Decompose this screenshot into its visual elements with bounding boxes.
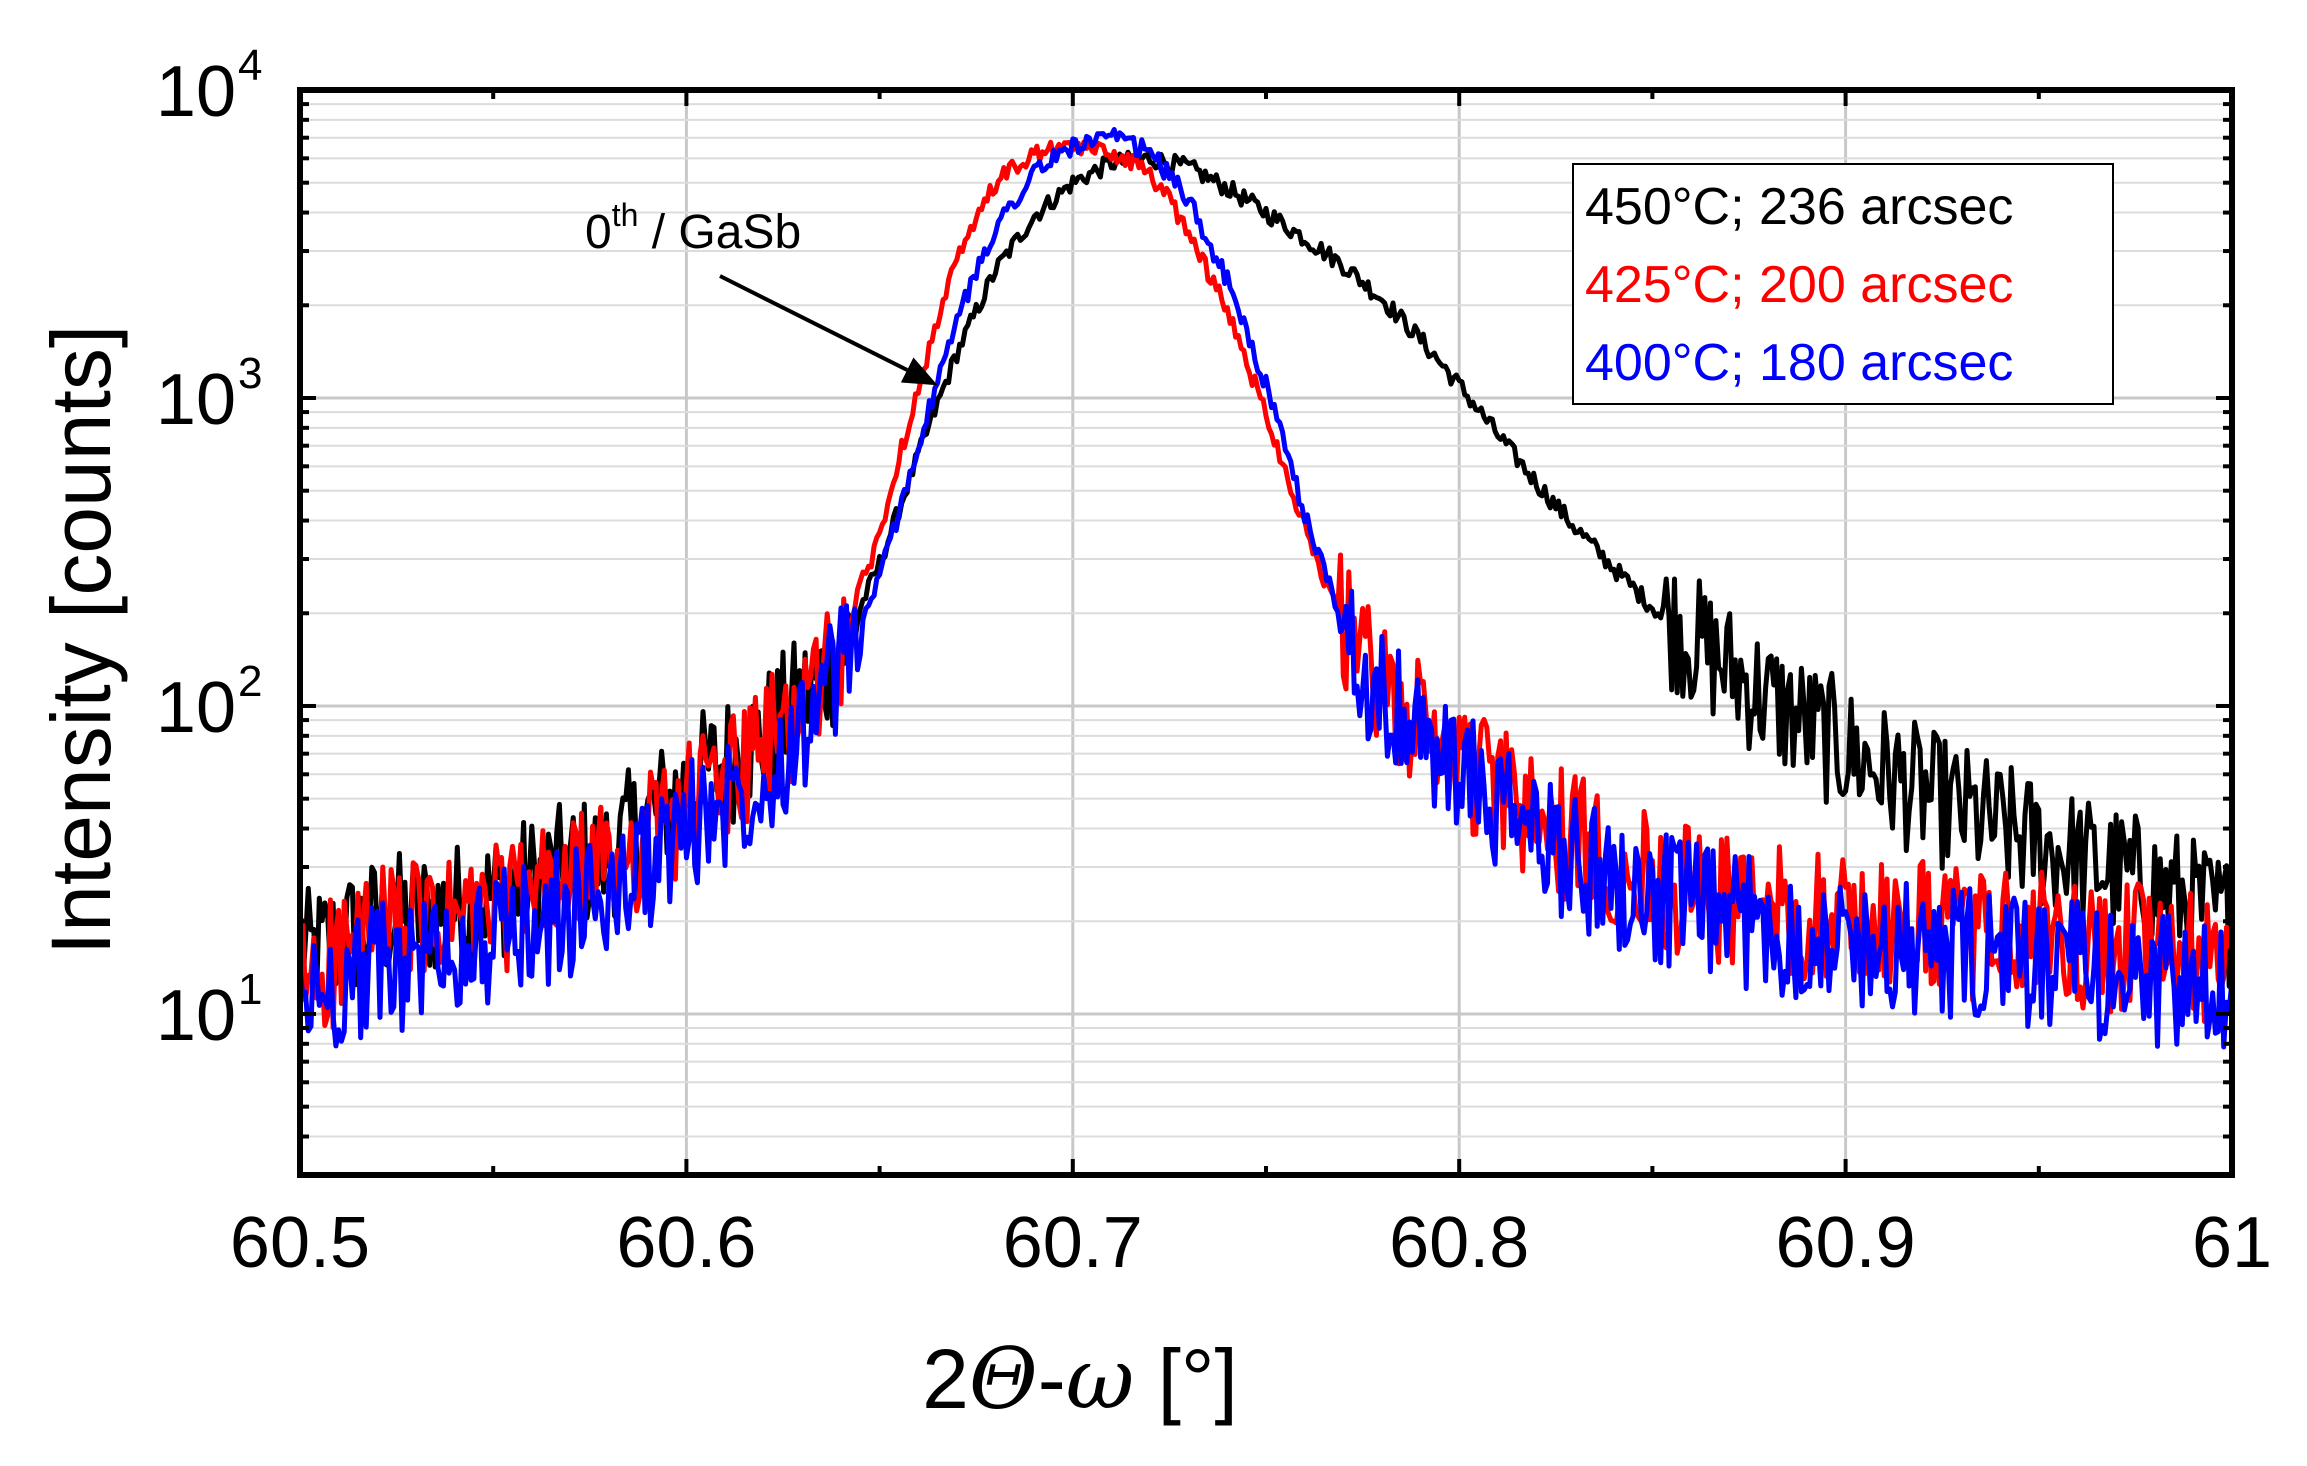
- x-axis-title-theta: Θ: [969, 1330, 1038, 1428]
- annotation-rest: / GaSb: [638, 206, 801, 259]
- x-axis-title: 2Θ-ω [°]: [922, 1330, 1238, 1428]
- series-line-2: [297, 127, 2235, 1050]
- legend: 450°C; 236 arcsec 425°C; 200 arcsec 400°…: [1572, 163, 2114, 405]
- y-tick-label: 10: [156, 976, 236, 1056]
- x-tick-label: 60.6: [616, 1203, 756, 1283]
- annotation-base: 0: [585, 206, 612, 259]
- annotation-arrow-head: [900, 357, 938, 386]
- x-axis-title-omega: ω: [1066, 1330, 1135, 1428]
- annotation-0th-gasb: 0th / GaSb: [585, 197, 938, 386]
- tick-layer: [298, 88, 2234, 1177]
- x-axis-title-dash: -: [1038, 1332, 1066, 1426]
- y-tick-label-exponent: 3: [238, 349, 262, 398]
- x-tick-label: 61: [2192, 1203, 2272, 1283]
- x-axis-title-prefix: 2: [922, 1332, 969, 1426]
- series-line-0: [297, 149, 2234, 999]
- y-tick-label: 10: [156, 360, 236, 440]
- y-tick-label-exponent: 2: [238, 657, 262, 706]
- annotation-sup: th: [612, 197, 639, 233]
- legend-entry-400: 400°C; 180 arcsec: [1585, 334, 2013, 392]
- x-tick-label: 60.9: [1776, 1203, 1916, 1283]
- x-tick-label: 60.7: [1003, 1203, 1143, 1283]
- legend-box: [1572, 163, 2114, 405]
- y-tick-label-exponent: 4: [238, 41, 262, 90]
- x-tick-labels: 60.5 60.6 60.7 60.8 60.9 61: [230, 1203, 2272, 1283]
- legend-entry-450: 450°C; 236 arcsec: [1585, 178, 2013, 236]
- y-axis-title: Intensity [counts]: [34, 325, 128, 955]
- y-tick-label: 10: [156, 52, 236, 132]
- y-tick-label: 10: [156, 668, 236, 748]
- legend-entry-425: 425°C; 200 arcsec: [1585, 256, 2013, 314]
- x-axis-title-unit: [°]: [1134, 1332, 1238, 1426]
- x-tick-label: 60.5: [230, 1203, 370, 1283]
- y-tick-label-exponent: 1: [238, 965, 262, 1014]
- series-layer: [297, 127, 2235, 1050]
- x-tick-label: 60.8: [1389, 1203, 1529, 1283]
- annotation-arrow-line: [719, 274, 909, 372]
- annotation-text: 0th / GaSb: [585, 197, 801, 259]
